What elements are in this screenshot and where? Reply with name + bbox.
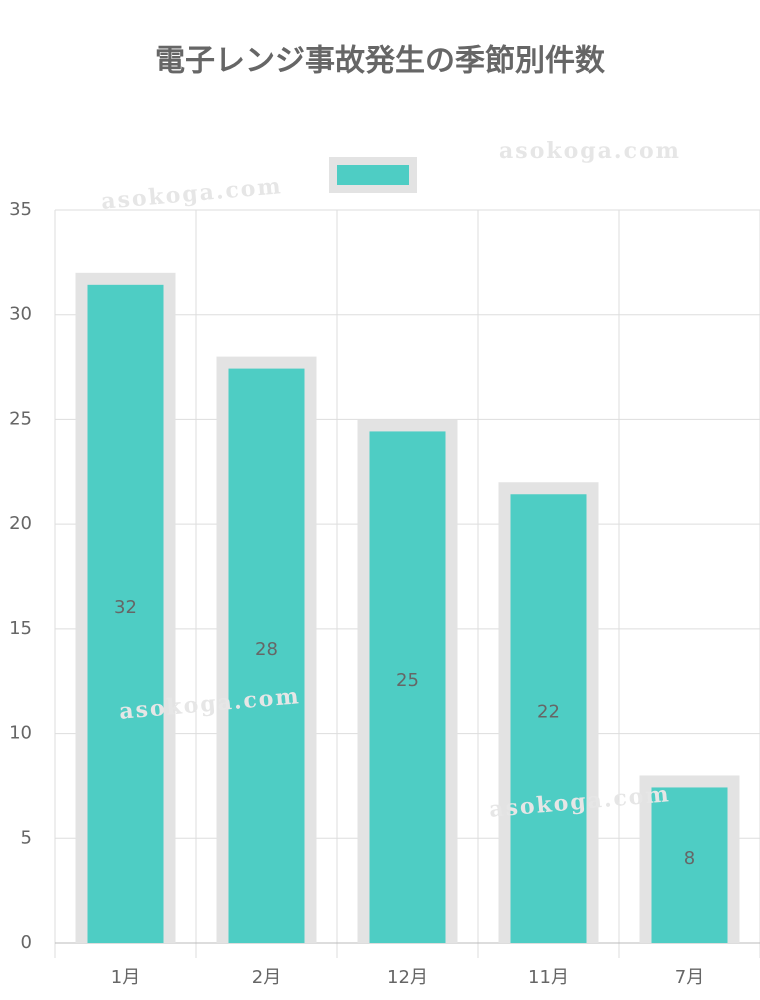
x-tick-label: 12月	[387, 967, 428, 988]
value-label: 28	[255, 639, 278, 660]
x-tick-label: 11月	[528, 967, 569, 988]
bar	[87, 284, 164, 943]
chart-title: 電子レンジ事故発生の季節別件数	[155, 44, 606, 79]
y-tick-label: 20	[9, 513, 32, 534]
watermark: asokoga.com	[499, 138, 681, 164]
y-tick-label: 10	[9, 723, 32, 744]
bar	[228, 368, 305, 944]
x-tick-label: 7月	[675, 967, 704, 988]
y-tick-label: 15	[9, 618, 32, 639]
x-tick-label: 2月	[252, 967, 281, 988]
legend-swatch	[329, 157, 417, 193]
value-label: 8	[684, 848, 695, 869]
x-tick-label: 1月	[111, 967, 140, 988]
bar	[651, 787, 728, 943]
y-tick-label: 35	[9, 199, 32, 220]
y-tick-label: 0	[21, 932, 32, 953]
watermark: asokoga.com	[100, 173, 283, 215]
y-tick-label: 25	[9, 408, 32, 429]
value-label: 25	[396, 670, 419, 691]
bar	[369, 431, 446, 943]
y-tick-label: 30	[9, 304, 32, 325]
y-tick-label: 5	[21, 827, 32, 848]
value-label: 32	[114, 597, 137, 618]
value-label: 22	[537, 702, 560, 723]
bar	[510, 494, 587, 943]
